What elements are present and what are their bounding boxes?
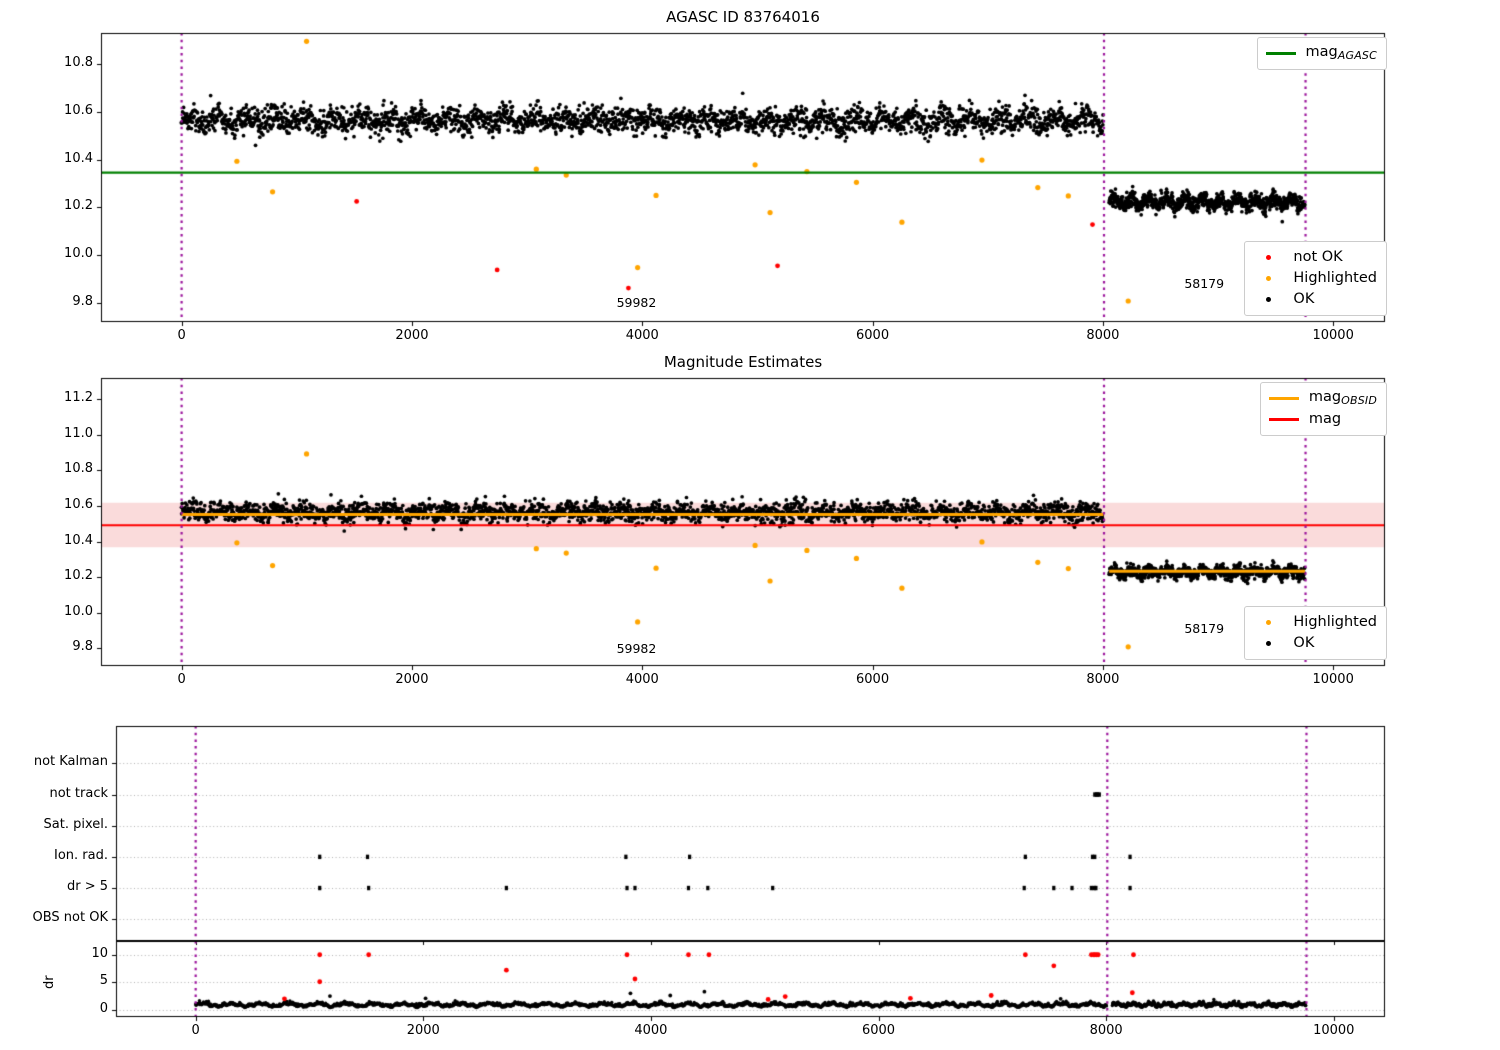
legend-dot-swatch-icon	[1252, 276, 1284, 281]
legend-entry: not OK	[1252, 247, 1377, 268]
legend-label: Highlighted	[1293, 614, 1377, 631]
legend-entry: mag	[1268, 409, 1377, 430]
legend-dot-swatch-icon	[1252, 255, 1284, 260]
legend-dot-swatch-icon	[1252, 641, 1284, 646]
legend-entry: OK	[1252, 633, 1377, 654]
legend-label: Highlighted	[1293, 270, 1377, 287]
legend-dot-swatch-icon	[1252, 297, 1284, 302]
legend-upper-right: magAGASC	[1256, 37, 1387, 70]
legend-entry: Highlighted	[1252, 268, 1377, 289]
legend-lower-right: not OK Highlighted OK	[1244, 241, 1387, 316]
legend-lower-right: Highlighted OK	[1244, 606, 1387, 660]
legend-label: OK	[1293, 635, 1315, 652]
legend-label: OK	[1293, 291, 1315, 308]
legend-line-swatch-icon	[1265, 52, 1297, 55]
legend-line-swatch-icon	[1268, 418, 1300, 421]
legend-entry: magAGASC	[1265, 43, 1377, 64]
legend-label-subscript: AGASC	[1337, 49, 1377, 63]
legend-entry: OK	[1252, 289, 1377, 310]
legend-label: magAGASC	[1305, 44, 1377, 63]
legend-label: magOBSID	[1308, 389, 1377, 408]
legend-entry: Highlighted	[1252, 612, 1377, 633]
legend-label-subscript: OBSID	[1341, 394, 1377, 408]
legend-label: not OK	[1293, 249, 1343, 266]
legend-dot-swatch-icon	[1252, 620, 1284, 625]
legend-line-swatch-icon	[1268, 397, 1300, 400]
legend-entry: magOBSID	[1268, 388, 1377, 409]
legend-label: mag	[1308, 411, 1342, 428]
legend-upper-right: magOBSID mag	[1259, 382, 1387, 436]
